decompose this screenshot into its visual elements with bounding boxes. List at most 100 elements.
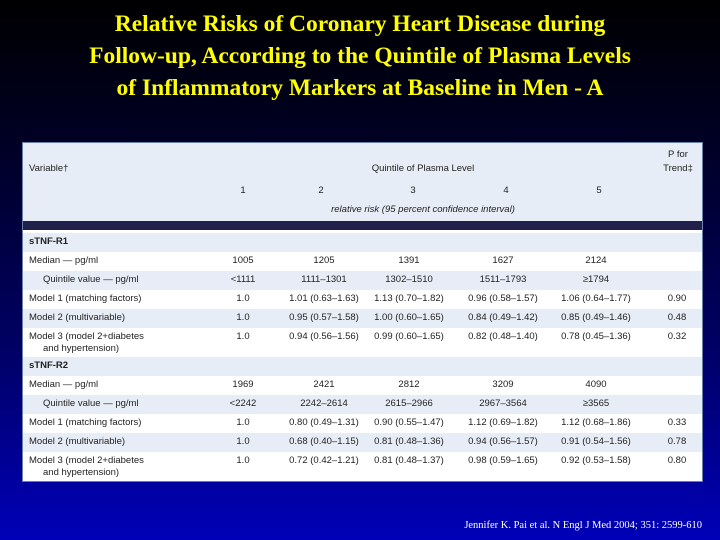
quintile-4-cell: 0.98 (0.59–1.65) bbox=[468, 455, 538, 466]
table-row: Model 2 (multivariable) 1.0 0.68 (0.40–1.1… bbox=[23, 433, 702, 452]
quintile-2-cell: 0.68 (0.40–1.15) bbox=[289, 436, 359, 447]
quintile-4-cell: 0.84 (0.49–1.42) bbox=[468, 312, 538, 323]
row-label-continued: and hypertension) bbox=[43, 467, 120, 478]
p-trend-header-line1: P for bbox=[668, 149, 688, 160]
row-label: Model 1 (matching factors) bbox=[29, 293, 142, 304]
table-row: Quintile value — pg/ml <1111 1111–1301 1302… bbox=[23, 271, 702, 290]
quintile-2-cell: 1205 bbox=[313, 255, 335, 266]
section-row: sTNF-R1 bbox=[23, 233, 702, 252]
quintile-1-cell: 1969 bbox=[232, 379, 254, 390]
quintile-3-cell: 0.90 (0.55–1.47) bbox=[374, 417, 444, 428]
p-trend-cell: 0.33 bbox=[667, 417, 687, 428]
citation: Jennifer K. Pai et al. N Engl J Med 2004… bbox=[464, 520, 702, 531]
table-row: Median — pg/ml 1969 2421 2812 3209 4090 bbox=[23, 376, 702, 395]
quintile-3-cell: 1.00 (0.60–1.65) bbox=[374, 312, 444, 323]
quintile-1-cell: 1005 bbox=[232, 255, 254, 266]
quintile-1-cell: 1.0 bbox=[236, 417, 250, 428]
row-label: sTNF-R1 bbox=[29, 236, 69, 247]
quintile-5-cell: 2124 bbox=[585, 255, 607, 266]
title-line-2: Follow-up, According to the Quintile of … bbox=[89, 43, 631, 69]
quintile-1-cell: 1.0 bbox=[236, 312, 250, 323]
p-trend-cell: 0.80 bbox=[667, 455, 687, 466]
quintile-5-cell: 0.92 (0.53–1.58) bbox=[561, 455, 631, 466]
quintile-5-cell: 1.06 (0.64–1.77) bbox=[561, 293, 631, 304]
quintile-4-cell: 2967–3564 bbox=[479, 398, 527, 409]
quintile-5-cell: 0.85 (0.49–1.46) bbox=[561, 312, 631, 323]
table-row: Model 1 (matching factors) 1.0 1.01 (0.63–… bbox=[23, 290, 702, 309]
quintile-3-cell: 1.13 (0.70–1.82) bbox=[374, 293, 444, 304]
slide-title: Relative Risks of Coronary Heart Disease… bbox=[0, 8, 720, 104]
section-row: sTNF-R2 bbox=[23, 357, 702, 376]
quintile-3-cell: 2615–2966 bbox=[385, 398, 433, 409]
quintile-2-cell: 0.95 (0.57–1.58) bbox=[289, 312, 359, 323]
p-trend-cell: 0.32 bbox=[667, 331, 687, 342]
row-label: Median — pg/ml bbox=[29, 255, 99, 266]
p-trend-cell: 0.90 bbox=[667, 293, 687, 304]
quintile-5-cell: ≥1794 bbox=[582, 274, 610, 285]
row-label: Model 1 (matching factors) bbox=[29, 417, 142, 428]
quintile-2-cell: 0.94 (0.56–1.56) bbox=[289, 331, 359, 342]
quintile-3-cell: 2812 bbox=[398, 379, 420, 390]
row-label: Model 2 (multivariable) bbox=[29, 436, 126, 447]
quintile-1-cell: <1111 bbox=[230, 274, 256, 285]
quintile-5-cell: 0.78 (0.45–1.36) bbox=[561, 331, 631, 342]
p-trend-cell: 0.78 bbox=[667, 436, 687, 447]
quintile-5-cell: 4090 bbox=[585, 379, 607, 390]
p-trend-cell: 0.48 bbox=[667, 312, 687, 323]
table-row: Model 1 (matching factors) 1.0 0.80 (0.49–… bbox=[23, 414, 702, 433]
quintile-2-cell: 1111–1301 bbox=[301, 274, 347, 285]
quintile-3-cell: 0.81 (0.48–1.36) bbox=[374, 436, 444, 447]
risk-table: Variable† Quintile of Plasma Level P for… bbox=[22, 142, 703, 482]
quintile-4-cell: 1511–1793 bbox=[479, 274, 527, 285]
quintile-5-cell: 1.12 (0.68–1.86) bbox=[561, 417, 631, 428]
table-row: Quintile value — pg/ml <2242 2242–2614 2615… bbox=[23, 395, 702, 414]
table-row: Model 2 (multivariable) 1.0 0.95 (0.57–1.5… bbox=[23, 309, 702, 328]
row-label: sTNF-R2 bbox=[29, 360, 69, 371]
quintile-4-cell: 1627 bbox=[492, 255, 514, 266]
quintile-2-cell: 0.80 (0.49–1.31) bbox=[289, 417, 359, 428]
quintile-4-cell: 3209 bbox=[492, 379, 514, 390]
quintile-2-cell: 2242–2614 bbox=[300, 398, 348, 409]
quintile-1-cell: 1.0 bbox=[236, 436, 250, 447]
quintile-5-cell: 0.91 (0.54–1.56) bbox=[561, 436, 631, 447]
quintile-2-header: 2 bbox=[318, 185, 324, 196]
row-label: Model 2 (multivariable) bbox=[29, 312, 126, 323]
quintile-5-cell: ≥3565 bbox=[582, 398, 610, 409]
quintile-4-cell: 0.96 (0.58–1.57) bbox=[468, 293, 538, 304]
table-subtitle: relative risk (95 percent confidence int… bbox=[331, 204, 515, 215]
variable-header: Variable† bbox=[29, 163, 69, 174]
quintile-4-cell: 1.12 (0.69–1.82) bbox=[468, 417, 538, 428]
quintile-2-cell: 0.72 (0.42–1.21) bbox=[289, 455, 359, 466]
quintile-4-cell: 0.94 (0.56–1.57) bbox=[468, 436, 538, 447]
quintile-3-cell: 1302–1510 bbox=[385, 274, 433, 285]
row-label: Median — pg/ml bbox=[29, 379, 99, 390]
header-divider bbox=[23, 221, 702, 230]
row-label: Model 3 (model 2+diabetes bbox=[29, 331, 144, 342]
table-row: Model 3 (model 2+diabetes and hypertensio… bbox=[23, 452, 702, 481]
row-label: Model 3 (model 2+diabetes bbox=[29, 455, 144, 466]
title-line-1: Relative Risks of Coronary Heart Disease… bbox=[114, 11, 606, 37]
table-row: Model 3 (model 2+diabetes and hypertensio… bbox=[23, 328, 702, 357]
quintile-1-cell: 1.0 bbox=[236, 293, 250, 304]
quintile-3-cell: 0.99 (0.60–1.65) bbox=[374, 331, 444, 342]
row-label: Quintile value — pg/ml bbox=[43, 398, 139, 409]
quintile-1-cell: <2242 bbox=[229, 398, 257, 409]
quintile-5-header: 5 bbox=[596, 185, 602, 196]
quintile-2-cell: 1.01 (0.63–1.63) bbox=[289, 293, 359, 304]
table-row: Median — pg/ml 1005 1205 1391 1627 2124 bbox=[23, 252, 702, 271]
quintile-1-header: 1 bbox=[240, 185, 246, 196]
row-label: Quintile value — pg/ml bbox=[43, 274, 139, 285]
quintile-3-cell: 1391 bbox=[398, 255, 420, 266]
quintile-1-cell: 1.0 bbox=[236, 331, 250, 342]
table-header: Variable† Quintile of Plasma Level P for… bbox=[23, 143, 702, 221]
title-line-3: of Inflammatory Markers at Baseline in M… bbox=[116, 75, 604, 101]
quintile-header: Quintile of Plasma Level bbox=[371, 163, 475, 174]
quintile-2-cell: 2421 bbox=[313, 379, 335, 390]
quintile-3-cell: 0.81 (0.48–1.37) bbox=[374, 455, 444, 466]
quintile-1-cell: 1.0 bbox=[236, 455, 250, 466]
quintile-4-header: 4 bbox=[503, 185, 509, 196]
row-label-continued: and hypertension) bbox=[43, 343, 120, 354]
quintile-3-header: 3 bbox=[410, 185, 416, 196]
quintile-4-cell: 0.82 (0.48–1.40) bbox=[468, 331, 538, 342]
p-trend-header-line2: Trend‡ bbox=[663, 163, 693, 174]
